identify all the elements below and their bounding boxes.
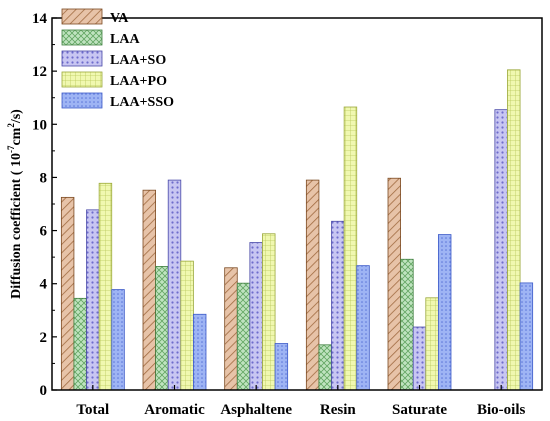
bar-laa-aromatic bbox=[155, 266, 169, 391]
bar-laa-asphaltene bbox=[236, 282, 251, 391]
bar-laa-sso-resin bbox=[356, 265, 370, 391]
y-axis-title-exp2: 2 bbox=[6, 123, 16, 128]
bar-laa-sso-bio-oils bbox=[519, 282, 534, 391]
bar-laa-so-bio-oils bbox=[494, 109, 508, 391]
y-tick-label: 6 bbox=[40, 224, 48, 240]
bar-laa-po-resin bbox=[343, 106, 358, 391]
x-tick-label: Saturate bbox=[392, 402, 447, 418]
bar-laa-resin bbox=[318, 344, 332, 391]
bar-laa-po-bio-oils bbox=[507, 69, 521, 391]
bar-laa-total bbox=[73, 297, 87, 391]
legend-label: LAA+SSO bbox=[110, 95, 174, 110]
bar-laa-sso-aromatic bbox=[192, 313, 207, 391]
x-tick-label: Bio-oils bbox=[477, 402, 526, 418]
y-tick-label: 10 bbox=[32, 117, 47, 133]
plot-area bbox=[60, 69, 534, 391]
y-axis-title-suffix: /s) bbox=[9, 109, 24, 124]
bar-laa-sso-asphaltene bbox=[274, 343, 289, 391]
x-tick-label: Resin bbox=[320, 402, 356, 418]
bar-laa-so-aromatic bbox=[167, 179, 182, 391]
legend-swatch bbox=[61, 71, 103, 88]
bar-va-saturate bbox=[387, 177, 402, 391]
x-tick-label: Asphaltene bbox=[220, 402, 292, 418]
y-axis-title-exp: -7 bbox=[6, 145, 16, 153]
y-axis-title: Diffusion coefficient ( 10-7cm2/s) bbox=[6, 109, 24, 299]
legend-label: LAA+PO bbox=[110, 74, 167, 89]
bar-va-aromatic bbox=[142, 189, 157, 391]
bar-laa-so-saturate bbox=[412, 326, 427, 391]
bar-laa-po-aromatic bbox=[180, 260, 194, 391]
y-axis-title-prefix: Diffusion coefficient ( 10 bbox=[9, 153, 24, 299]
legend-swatch bbox=[61, 50, 103, 67]
bar-laa-po-total bbox=[98, 182, 113, 391]
bar-laa-so-resin bbox=[331, 220, 345, 391]
bar-va-resin bbox=[305, 179, 320, 391]
y-tick-label: 0 bbox=[40, 383, 48, 399]
bar-va-asphaltene bbox=[224, 267, 238, 391]
y-tick-label: 12 bbox=[32, 64, 47, 80]
y-tick-label: 14 bbox=[32, 11, 48, 27]
bar-laa-saturate bbox=[400, 258, 414, 391]
legend-label: VA bbox=[110, 11, 129, 26]
x-tick-label: Total bbox=[76, 402, 109, 418]
y-tick-label: 4 bbox=[40, 277, 48, 293]
bar-laa-sso-total bbox=[111, 289, 125, 391]
y-tick-label: 8 bbox=[40, 170, 48, 186]
bar-va-total bbox=[60, 196, 75, 391]
bar-laa-sso-saturate bbox=[437, 234, 452, 391]
legend-swatch bbox=[61, 92, 103, 109]
bar-laa-so-asphaltene bbox=[249, 242, 263, 391]
bar-laa-so-total bbox=[86, 209, 100, 391]
y-tick-label: 2 bbox=[40, 330, 48, 346]
bar-laa-po-asphaltene bbox=[262, 233, 276, 391]
legend: VA LAA LAA+SO LAA+PO LAA+SSO bbox=[61, 8, 174, 110]
legend-swatch bbox=[61, 29, 103, 46]
x-axis: Total Aromatic Asphaltene Resin Saturate Bio-… bbox=[76, 385, 525, 418]
legend-label: LAA bbox=[110, 32, 140, 47]
bar-laa-po-saturate bbox=[425, 297, 439, 391]
y-axis-title-mid: cm bbox=[9, 127, 24, 145]
legend-swatch bbox=[61, 8, 103, 25]
legend-label: LAA+SO bbox=[110, 53, 166, 68]
x-tick-label: Aromatic bbox=[144, 402, 205, 418]
y-axis: 0 2 4 6 8 10 12 14 bbox=[32, 11, 57, 399]
